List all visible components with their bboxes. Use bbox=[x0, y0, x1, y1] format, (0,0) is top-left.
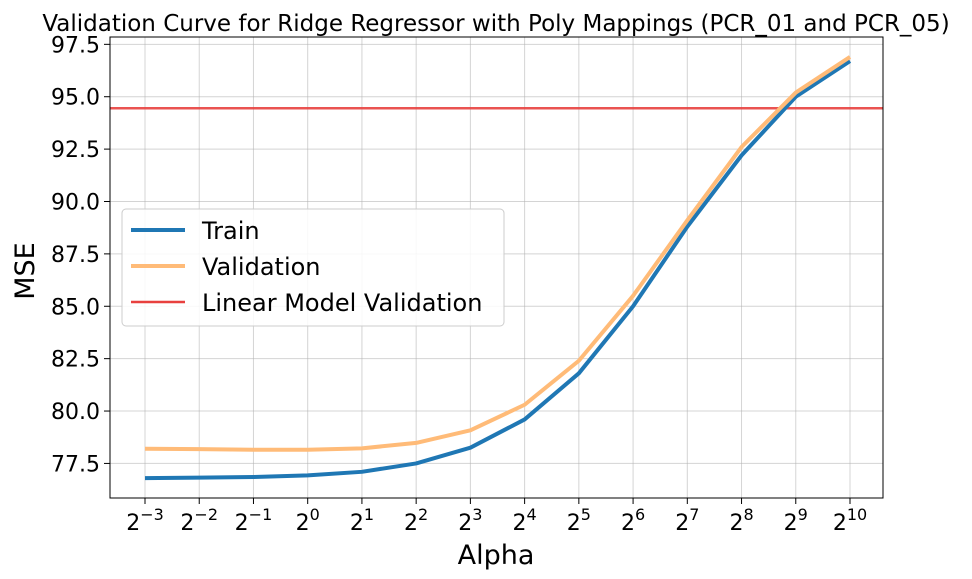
x-tick-label: 29 bbox=[784, 505, 808, 536]
y-tick-label: 80.0 bbox=[51, 400, 100, 425]
y-tick-label: 85.0 bbox=[51, 295, 100, 320]
x-tick-label: 27 bbox=[675, 505, 699, 536]
y-tick-label: 97.5 bbox=[51, 33, 100, 58]
x-tick-label: 20 bbox=[296, 505, 320, 536]
y-tick-label: 87.5 bbox=[51, 243, 100, 268]
series-line-validation bbox=[144, 55, 852, 452]
x-tick-label: 26 bbox=[621, 505, 645, 536]
y-tick-label: 92.5 bbox=[51, 138, 100, 163]
y-tick-label: 77.5 bbox=[51, 452, 100, 477]
plot-lines bbox=[110, 55, 883, 481]
x-tick-label: 2−3 bbox=[126, 505, 164, 536]
x-tick-label: 22 bbox=[404, 505, 428, 536]
legend: Train Validation Linear Model Validation bbox=[121, 208, 505, 327]
y-axis: 77.5 80.0 82.5 85.0 87.5 90.0 92.5 95.0 97.5 bbox=[51, 33, 110, 477]
legend-label: Validation bbox=[202, 253, 321, 281]
x-tick-label: 2−2 bbox=[180, 505, 218, 536]
x-tick-label: 28 bbox=[729, 505, 753, 536]
x-tick-label: 24 bbox=[513, 505, 537, 536]
x-tick-label: 25 bbox=[567, 505, 591, 536]
series-line-train bbox=[144, 59, 852, 481]
chart-title: Validation Curve for Ridge Regressor wit… bbox=[42, 11, 949, 37]
y-axis-label: MSE bbox=[10, 242, 41, 300]
x-axis: 2−3 2−2 2−1 20 21 22 23 24 25 26 27 28 29 210 bbox=[126, 498, 867, 536]
x-axis-label: Alpha bbox=[458, 540, 535, 571]
x-tick-label: 2−1 bbox=[235, 505, 273, 536]
y-tick-label: 90.0 bbox=[51, 190, 100, 215]
legend-label: Linear Model Validation bbox=[202, 289, 482, 317]
x-tick-label: 23 bbox=[458, 505, 482, 536]
y-tick-label: 95.0 bbox=[51, 86, 100, 111]
legend-label: Train bbox=[201, 217, 260, 245]
plot-frame bbox=[109, 36, 884, 499]
x-tick-label: 210 bbox=[833, 505, 867, 536]
legend-box bbox=[121, 208, 505, 327]
x-tick-label: 21 bbox=[350, 505, 374, 536]
y-tick-label: 82.5 bbox=[51, 348, 100, 373]
